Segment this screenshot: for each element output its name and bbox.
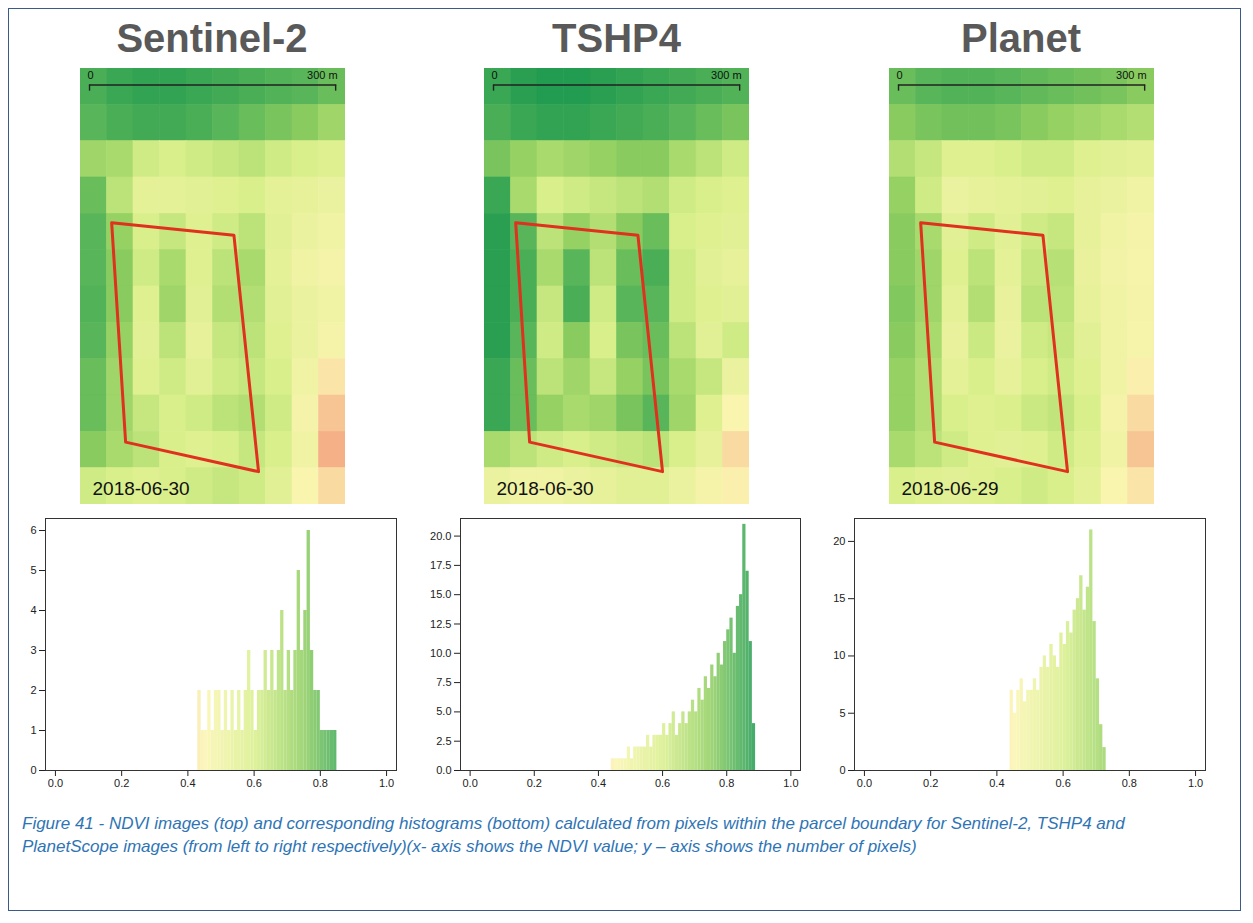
svg-text:0.8: 0.8 xyxy=(1121,777,1136,789)
svg-text:5: 5 xyxy=(839,707,845,719)
svg-text:0.2: 0.2 xyxy=(114,777,129,789)
svg-text:1.0: 1.0 xyxy=(378,777,393,789)
svg-text:7.5: 7.5 xyxy=(436,676,451,688)
svg-text:20: 20 xyxy=(833,535,845,547)
svg-text:5: 5 xyxy=(30,564,36,576)
svg-text:0: 0 xyxy=(492,69,498,81)
svg-text:0: 0 xyxy=(839,764,845,776)
svg-text:0.0: 0.0 xyxy=(436,764,451,776)
svg-text:0: 0 xyxy=(30,764,36,776)
svg-text:1: 1 xyxy=(30,724,36,736)
svg-text:0.0: 0.0 xyxy=(47,777,62,789)
svg-text:0: 0 xyxy=(896,69,902,81)
svg-text:0.6: 0.6 xyxy=(246,777,261,789)
svg-text:2018-06-29: 2018-06-29 xyxy=(901,478,998,499)
svg-text:5.0: 5.0 xyxy=(436,705,451,717)
svg-text:0.4: 0.4 xyxy=(989,777,1004,789)
svg-text:0.0: 0.0 xyxy=(462,777,477,789)
svg-text:1.0: 1.0 xyxy=(783,777,798,789)
svg-text:12.5: 12.5 xyxy=(430,618,451,630)
svg-text:0.8: 0.8 xyxy=(719,777,734,789)
svg-text:0.2: 0.2 xyxy=(923,777,938,789)
svg-text:0.0: 0.0 xyxy=(856,777,871,789)
svg-text:10: 10 xyxy=(833,649,845,661)
svg-text:300 m: 300 m xyxy=(1116,69,1147,81)
svg-text:2018-06-30: 2018-06-30 xyxy=(497,478,594,499)
svg-text:300 m: 300 m xyxy=(307,69,338,81)
html-text:Figure 41 - NDVI images (top): Figure 41 - NDVI images (top) and corres… xyxy=(22,814,1125,856)
svg-text:2.5: 2.5 xyxy=(436,735,451,747)
svg-text:15: 15 xyxy=(833,592,845,604)
svg-text:2: 2 xyxy=(30,684,36,696)
svg-text:0.4: 0.4 xyxy=(591,777,606,789)
svg-text:1.0: 1.0 xyxy=(1187,777,1202,789)
svg-text:2018-06-30: 2018-06-30 xyxy=(92,478,189,499)
svg-text:300 m: 300 m xyxy=(711,69,742,81)
html-text:Planet: Planet xyxy=(961,16,1081,60)
svg-text:0.6: 0.6 xyxy=(1055,777,1070,789)
svg-text:0.8: 0.8 xyxy=(312,777,327,789)
svg-text:0.2: 0.2 xyxy=(527,777,542,789)
svg-text:17.5: 17.5 xyxy=(430,559,451,571)
svg-text:3: 3 xyxy=(30,644,36,656)
svg-text:15.0: 15.0 xyxy=(430,588,451,600)
svg-text:0.4: 0.4 xyxy=(180,777,195,789)
svg-text:6: 6 xyxy=(30,524,36,536)
svg-text:10.0: 10.0 xyxy=(430,647,451,659)
html-text:TSHP4: TSHP4 xyxy=(552,16,681,60)
svg-text:0.6: 0.6 xyxy=(655,777,670,789)
svg-text:4: 4 xyxy=(30,604,36,616)
svg-text:0: 0 xyxy=(87,69,93,81)
svg-text:20.0: 20.0 xyxy=(430,530,451,542)
html-text:Sentinel-2: Sentinel-2 xyxy=(116,16,308,60)
